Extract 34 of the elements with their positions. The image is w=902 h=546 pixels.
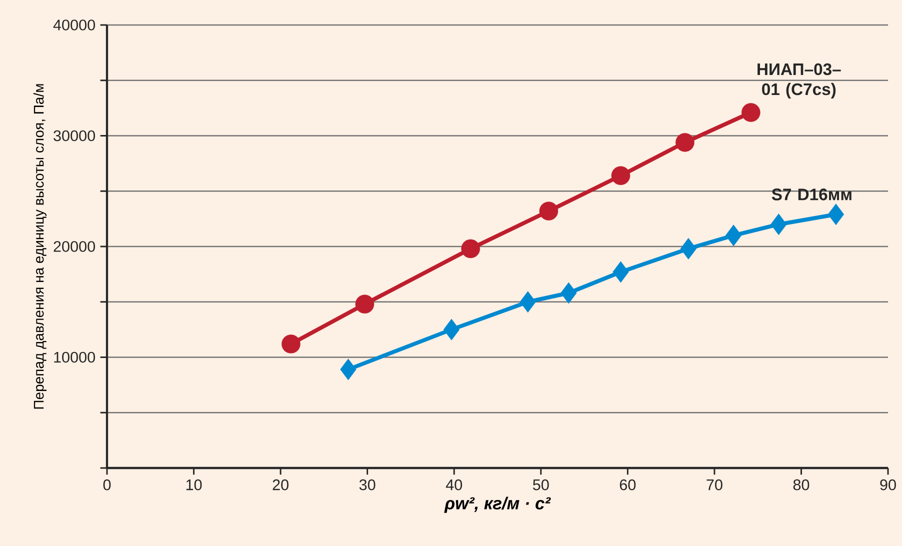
x-tick-label: 10 bbox=[186, 479, 202, 490]
point bbox=[828, 204, 844, 226]
point bbox=[611, 166, 630, 186]
point bbox=[461, 239, 480, 258]
point bbox=[443, 318, 460, 340]
series-label: S7 D16мм bbox=[772, 188, 852, 200]
series-label: НИАП–03–01 (C7cs) bbox=[758, 63, 841, 98]
x-tick-label: 40 bbox=[446, 479, 462, 490]
y-tick-label: 10000 bbox=[54, 352, 96, 363]
point bbox=[725, 224, 742, 246]
x-tick-label: 30 bbox=[359, 479, 376, 490]
point bbox=[741, 103, 760, 122]
point bbox=[520, 291, 536, 313]
x-tick-label: 80 bbox=[793, 479, 810, 490]
x-tick-label: 50 bbox=[532, 479, 549, 490]
y-tick-label: 20000 bbox=[54, 241, 96, 252]
x-tick-label: 0 bbox=[103, 479, 111, 490]
x-tick-label: 20 bbox=[272, 479, 288, 490]
y-tick-label: 30000 bbox=[54, 130, 96, 142]
x-tick-label: 90 bbox=[880, 479, 896, 490]
x-tick-label: 70 bbox=[706, 479, 722, 490]
point bbox=[676, 132, 694, 152]
point bbox=[680, 238, 696, 260]
point bbox=[355, 294, 374, 314]
y-tick-label: 40000 bbox=[53, 20, 96, 30]
point bbox=[539, 202, 558, 220]
x-axis-title: ρw², кг/м · с² bbox=[444, 496, 551, 513]
point bbox=[770, 214, 787, 236]
point bbox=[560, 282, 577, 304]
point bbox=[282, 334, 300, 354]
point bbox=[340, 358, 356, 380]
x-tick-label: 60 bbox=[620, 479, 636, 490]
point bbox=[612, 261, 629, 283]
y-axis-title: Перепад давления на единицу высоты слоя, Па/м bbox=[33, 84, 46, 409]
